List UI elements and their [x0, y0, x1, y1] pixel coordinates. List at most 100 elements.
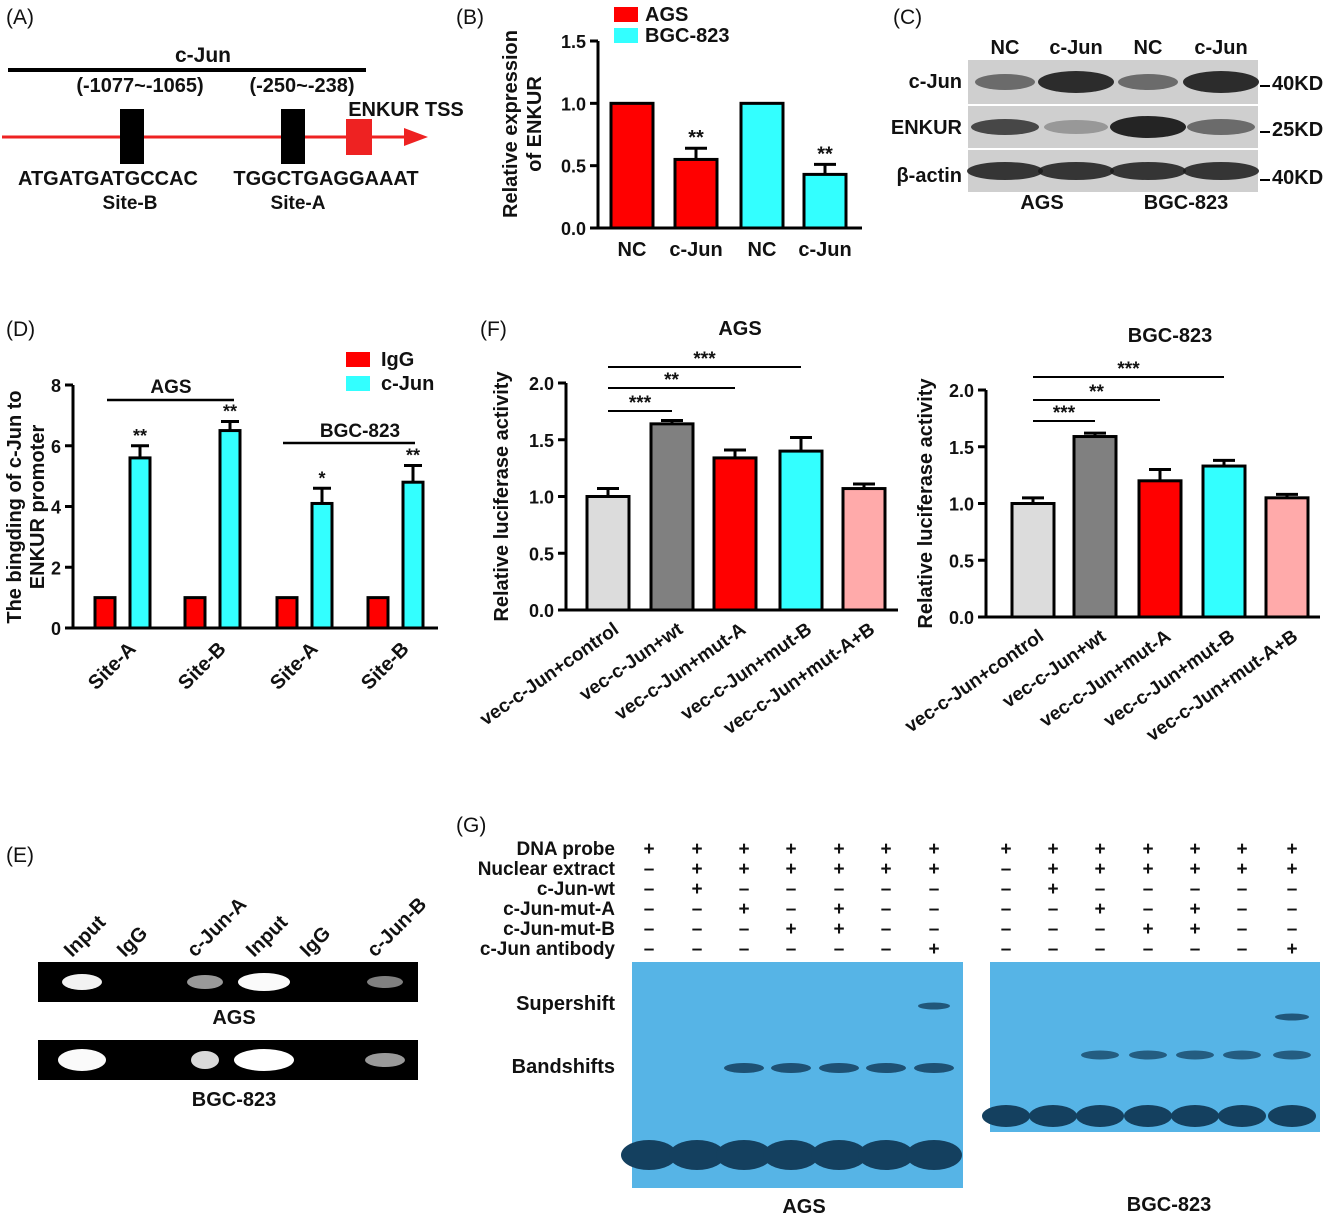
emsa-cell-label: AGS: [782, 1196, 825, 1217]
bar: [1072, 435, 1118, 619]
western-blot: NC c-Jun NC c-Jun c-Jun 40KD ENKUR 25KD β-actin 4…: [891, 37, 1323, 214]
emsa-sign: +: [738, 899, 749, 920]
x-tick-label: Site-A: [84, 638, 140, 694]
emsa-sign: –: [1190, 939, 1201, 960]
x-tick-label: c-Jun: [669, 239, 722, 261]
gel-band: [367, 976, 403, 988]
emsa-sign: –: [692, 939, 703, 960]
bandshift-band: [771, 1063, 811, 1073]
free-probe-band: [621, 1140, 677, 1170]
free-probe-band: [1029, 1105, 1077, 1127]
free-probe-band: [1076, 1105, 1124, 1127]
emsa-sign: –: [1048, 939, 1059, 960]
emsa-sign: –: [644, 919, 655, 940]
emsa-gel-bgc823: [990, 962, 1320, 1132]
emsa-sign: –: [739, 939, 750, 960]
free-probe-band: [669, 1140, 725, 1170]
gel-band: [238, 973, 290, 991]
emsa-sign: –: [1095, 919, 1106, 940]
bandshift-band: [1129, 1050, 1167, 1060]
legend-label: IgG: [381, 349, 414, 371]
bandshift-band: [866, 1063, 906, 1073]
comparison-label: ***: [1117, 359, 1140, 380]
legend-swatch: [346, 352, 370, 367]
emsa-sign: +: [833, 899, 844, 920]
blot-band: [967, 162, 1043, 180]
chart-b: 0.0 0.5 1.0 1.5 Relative expression of ENKUR N…: [500, 4, 862, 261]
x-tick-label: NC: [748, 239, 777, 261]
blot-band: [1110, 162, 1186, 180]
panel-c: (C) NC c-Jun NC c-Jun c-Jun 40KD ENKUR 25KD β-ac…: [891, 6, 1323, 214]
bar: [310, 501, 334, 630]
legend-swatch: [346, 376, 370, 391]
blot-row-label: c-Jun: [909, 71, 962, 93]
blot-row-label: β-actin: [896, 165, 962, 187]
emsa-sign: +: [1189, 839, 1200, 860]
bar: [128, 456, 152, 630]
chart-title: AGS: [718, 318, 761, 340]
emsa-row-label: c-Jun-mut-A: [503, 899, 615, 920]
blot-row-label: ENKUR: [891, 117, 963, 139]
site-b-box: [120, 109, 144, 164]
lane-label: Input: [60, 911, 110, 961]
y-tick-label: 4: [51, 498, 61, 518]
y-tick-label: 1.5: [561, 32, 586, 52]
bar: [585, 495, 631, 612]
y-tick-label: 8: [51, 376, 61, 396]
panel-b: (B) 0.0 0.5 1.0 1.5 Relative expression of EN…: [456, 4, 862, 261]
bandshift-band: [1081, 1050, 1119, 1060]
emsa-sign: –: [1143, 899, 1154, 920]
x-tick-label: Site-B: [174, 638, 230, 694]
free-probe-band: [716, 1140, 772, 1170]
emsa-sign: –: [881, 879, 892, 900]
chart-title: BGC-823: [1128, 325, 1212, 347]
emsa-sign: +: [1000, 839, 1011, 860]
emsa-sign: –: [786, 939, 797, 960]
bar: [1201, 464, 1247, 619]
site-a-box: [281, 109, 305, 164]
emsa-sign: +: [833, 919, 844, 940]
bandshift-band: [1176, 1050, 1214, 1060]
emsa-sign: +: [1236, 859, 1247, 880]
comparison-label: **: [1089, 382, 1104, 403]
lane-label: Input: [242, 911, 292, 961]
emsa-sign: –: [929, 919, 940, 940]
y-tick-label: 1.0: [949, 495, 974, 515]
chart-f-bgc823: 0.0 0.5 1.0 1.5 2.0 BGC-823 Relative luciferas…: [901, 325, 1320, 746]
panel-label-a: (A): [6, 6, 34, 29]
tss-arrow-icon: [404, 128, 428, 146]
comparison-label: ***: [629, 393, 652, 414]
bar: [93, 596, 117, 630]
emsa-cell-label: BGC-823: [1127, 1194, 1211, 1216]
bandshifts-label: Bandshifts: [512, 1056, 615, 1078]
x-tick-label: NC: [618, 239, 647, 261]
y-tick-label: 0.0: [529, 601, 554, 621]
blot-band: [1183, 162, 1259, 180]
bar: [401, 480, 425, 630]
size-marker-label: 25KD: [1272, 119, 1323, 141]
emsa-sign: +: [785, 839, 796, 860]
y-tick-label: 2.0: [529, 374, 554, 394]
emsa-row-label: DNA probe: [516, 839, 615, 860]
emsa-sign: +: [785, 859, 796, 880]
emsa-sign: –: [739, 879, 750, 900]
bar: [1137, 479, 1183, 619]
emsa-sign: –: [1001, 879, 1012, 900]
emsa-sign: –: [1001, 899, 1012, 920]
y-axis-label: Relative luciferase activity: [915, 378, 937, 629]
free-probe-band: [763, 1140, 819, 1170]
panel-a: (A) c-Jun (-1077~-1065) (-250~-238) ENKU…: [2, 6, 464, 214]
comparison-label: **: [664, 370, 679, 391]
emsa-sign: +: [1189, 859, 1200, 880]
blot-band: [971, 119, 1039, 135]
chart-d: 0 2 4 6 8 The bingding of c-Jun to ENKUR promo…: [4, 349, 438, 694]
emsa-sign: –: [1237, 879, 1248, 900]
lane-label: c-Jun-A: [183, 893, 251, 961]
emsa-sign: +: [1094, 859, 1105, 880]
bandshift-band: [914, 1063, 954, 1073]
size-marker-label: 40KD: [1272, 73, 1323, 95]
size-marker-label: 40KD: [1272, 167, 1323, 189]
emsa-sign: +: [928, 939, 939, 960]
emsa-sign: –: [1143, 879, 1154, 900]
y-tick-label: 0.0: [949, 608, 974, 628]
